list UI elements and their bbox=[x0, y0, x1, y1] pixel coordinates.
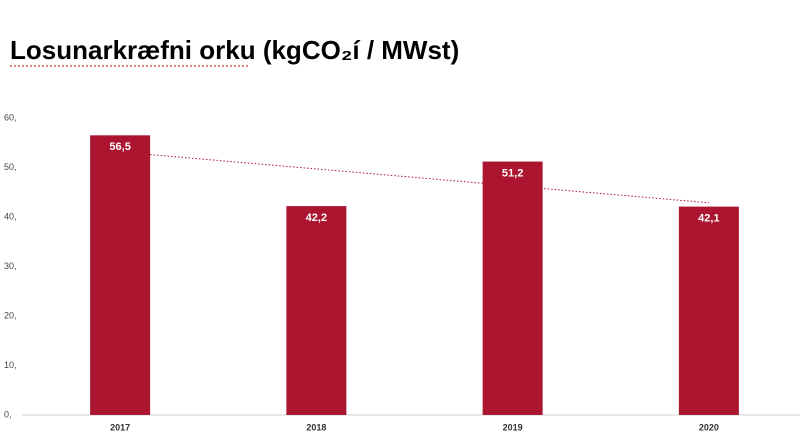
value-label: 51,2 bbox=[502, 167, 523, 179]
bar bbox=[482, 161, 543, 415]
x-tick-label: 2020 bbox=[699, 422, 719, 432]
bar bbox=[90, 135, 151, 415]
x-tick-label: 2018 bbox=[306, 422, 326, 432]
y-tick-label: 10, bbox=[4, 360, 17, 370]
chart-title: Losunarkræfni orku (kgCO₂í / MWst) bbox=[10, 35, 459, 65]
y-tick-label: 40, bbox=[4, 211, 17, 221]
y-tick-label: 20, bbox=[4, 310, 17, 320]
y-tick-label: 60, bbox=[4, 112, 17, 122]
bar bbox=[678, 206, 739, 415]
trendline bbox=[150, 154, 709, 204]
value-label: 56,5 bbox=[109, 141, 130, 153]
value-label: 42,1 bbox=[698, 213, 719, 225]
x-tick-label: 2019 bbox=[503, 422, 523, 432]
value-label: 42,2 bbox=[306, 212, 327, 224]
bar bbox=[286, 206, 347, 415]
y-tick-label: 50, bbox=[4, 162, 17, 172]
x-tick-label: 2017 bbox=[110, 422, 130, 432]
y-tick-label: 30, bbox=[4, 261, 17, 271]
y-tick-label: 0, bbox=[4, 409, 12, 419]
